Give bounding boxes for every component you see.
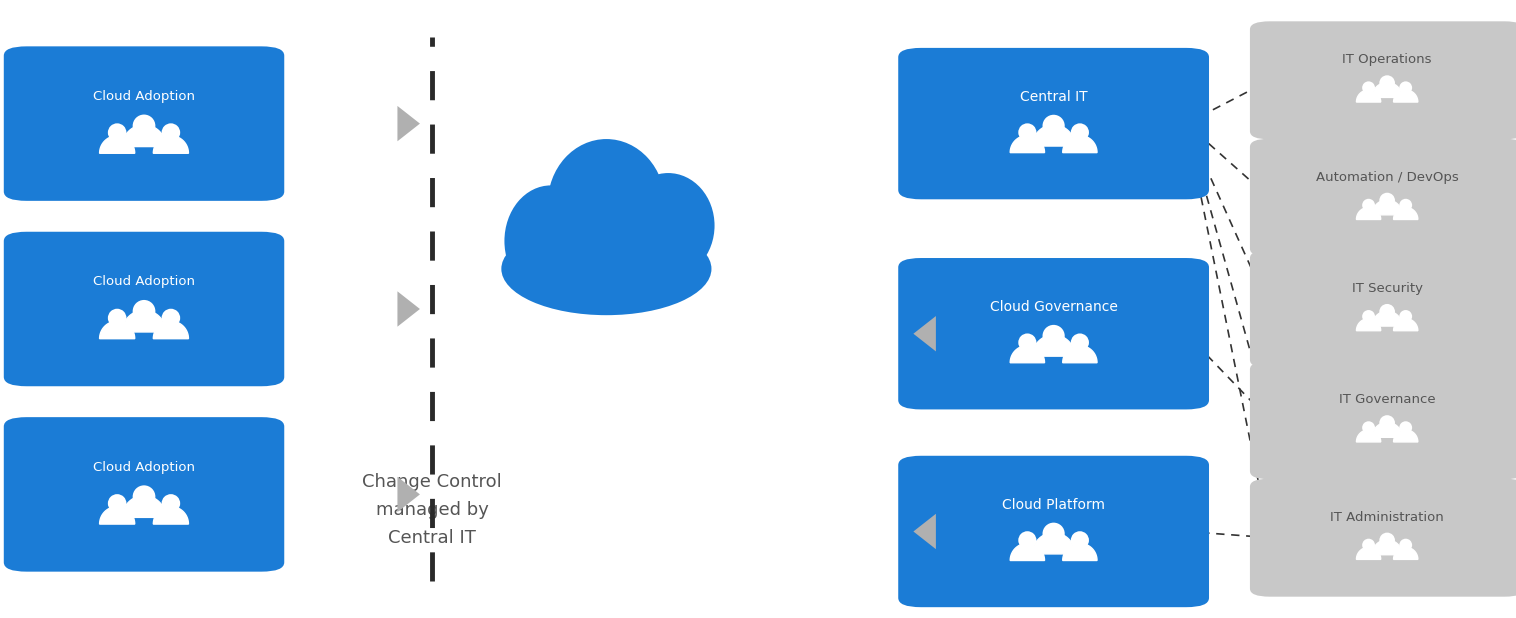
- Polygon shape: [1032, 533, 1075, 554]
- Polygon shape: [123, 310, 165, 332]
- Ellipse shape: [162, 124, 180, 142]
- Polygon shape: [1393, 548, 1417, 559]
- Ellipse shape: [1380, 533, 1395, 548]
- Polygon shape: [397, 106, 420, 142]
- Polygon shape: [1032, 335, 1075, 356]
- Polygon shape: [1372, 311, 1402, 326]
- Ellipse shape: [547, 139, 666, 269]
- Ellipse shape: [1380, 304, 1395, 320]
- Ellipse shape: [133, 300, 155, 323]
- Polygon shape: [153, 507, 188, 524]
- Ellipse shape: [1399, 539, 1411, 551]
- FancyBboxPatch shape: [897, 456, 1208, 607]
- Polygon shape: [1372, 82, 1402, 98]
- Text: IT Administration: IT Administration: [1330, 510, 1445, 524]
- Ellipse shape: [1363, 199, 1375, 211]
- Polygon shape: [1372, 200, 1402, 215]
- Text: Change Control
managed by
Central IT: Change Control managed by Central IT: [362, 473, 502, 547]
- Text: Central IT: Central IT: [1020, 90, 1087, 104]
- Ellipse shape: [1399, 310, 1411, 323]
- FancyBboxPatch shape: [897, 258, 1208, 409]
- Ellipse shape: [1399, 82, 1411, 94]
- Ellipse shape: [1363, 310, 1375, 323]
- Polygon shape: [1393, 430, 1417, 442]
- Polygon shape: [397, 476, 420, 512]
- Polygon shape: [1010, 135, 1045, 153]
- Polygon shape: [1063, 345, 1098, 363]
- Polygon shape: [1372, 540, 1402, 555]
- Ellipse shape: [505, 185, 597, 297]
- Text: Cloud Governance: Cloud Governance: [990, 300, 1117, 314]
- Polygon shape: [1063, 543, 1098, 561]
- FancyBboxPatch shape: [5, 46, 285, 201]
- Text: IT Security: IT Security: [1352, 282, 1422, 295]
- Polygon shape: [153, 136, 188, 153]
- Polygon shape: [913, 316, 935, 352]
- Ellipse shape: [1363, 421, 1375, 434]
- Text: Cloud Adoption: Cloud Adoption: [92, 90, 196, 103]
- Text: IT Governance: IT Governance: [1339, 393, 1436, 407]
- Ellipse shape: [1380, 193, 1395, 208]
- FancyBboxPatch shape: [1249, 478, 1516, 597]
- Polygon shape: [1393, 208, 1417, 219]
- Polygon shape: [1010, 345, 1045, 363]
- Polygon shape: [123, 496, 165, 517]
- Ellipse shape: [1380, 75, 1395, 91]
- Ellipse shape: [1070, 124, 1088, 142]
- Ellipse shape: [1043, 523, 1064, 545]
- Polygon shape: [1357, 319, 1381, 331]
- Polygon shape: [1393, 319, 1417, 331]
- Polygon shape: [913, 514, 935, 549]
- Ellipse shape: [622, 173, 714, 278]
- Ellipse shape: [1019, 124, 1037, 142]
- Polygon shape: [100, 507, 135, 524]
- Ellipse shape: [1363, 539, 1375, 551]
- FancyBboxPatch shape: [5, 417, 285, 572]
- Ellipse shape: [1019, 531, 1037, 549]
- Ellipse shape: [108, 309, 126, 328]
- Text: Cloud Adoption: Cloud Adoption: [92, 275, 196, 289]
- Polygon shape: [1010, 543, 1045, 561]
- Polygon shape: [1393, 90, 1417, 102]
- Ellipse shape: [162, 309, 180, 328]
- Polygon shape: [1032, 125, 1075, 146]
- Ellipse shape: [108, 124, 126, 142]
- FancyBboxPatch shape: [1249, 250, 1516, 368]
- Ellipse shape: [108, 494, 126, 513]
- Ellipse shape: [1363, 82, 1375, 94]
- Polygon shape: [100, 136, 135, 153]
- Ellipse shape: [1070, 334, 1088, 352]
- FancyBboxPatch shape: [1249, 361, 1516, 480]
- Ellipse shape: [502, 222, 711, 315]
- FancyBboxPatch shape: [1249, 139, 1516, 257]
- Polygon shape: [123, 125, 165, 146]
- Ellipse shape: [1399, 421, 1411, 434]
- Polygon shape: [1357, 430, 1381, 442]
- Text: Cloud Platform: Cloud Platform: [1002, 498, 1105, 512]
- Polygon shape: [1357, 548, 1381, 559]
- Ellipse shape: [1399, 199, 1411, 211]
- Ellipse shape: [1070, 531, 1088, 549]
- Ellipse shape: [1043, 325, 1064, 347]
- Ellipse shape: [133, 485, 155, 508]
- Ellipse shape: [133, 114, 155, 137]
- Polygon shape: [100, 321, 135, 339]
- FancyBboxPatch shape: [5, 232, 285, 386]
- Polygon shape: [1372, 422, 1402, 438]
- FancyBboxPatch shape: [897, 48, 1208, 200]
- Text: Automation / DevOps: Automation / DevOps: [1316, 171, 1458, 184]
- Polygon shape: [1357, 90, 1381, 102]
- Text: Cloud Adoption: Cloud Adoption: [92, 460, 196, 474]
- Polygon shape: [397, 291, 420, 327]
- Ellipse shape: [162, 494, 180, 513]
- Polygon shape: [1063, 135, 1098, 153]
- FancyBboxPatch shape: [1249, 22, 1516, 140]
- Text: IT Operations: IT Operations: [1342, 53, 1433, 67]
- Ellipse shape: [1019, 334, 1037, 352]
- Polygon shape: [153, 321, 188, 339]
- Ellipse shape: [1380, 415, 1395, 431]
- Polygon shape: [1357, 208, 1381, 219]
- Ellipse shape: [1043, 115, 1064, 137]
